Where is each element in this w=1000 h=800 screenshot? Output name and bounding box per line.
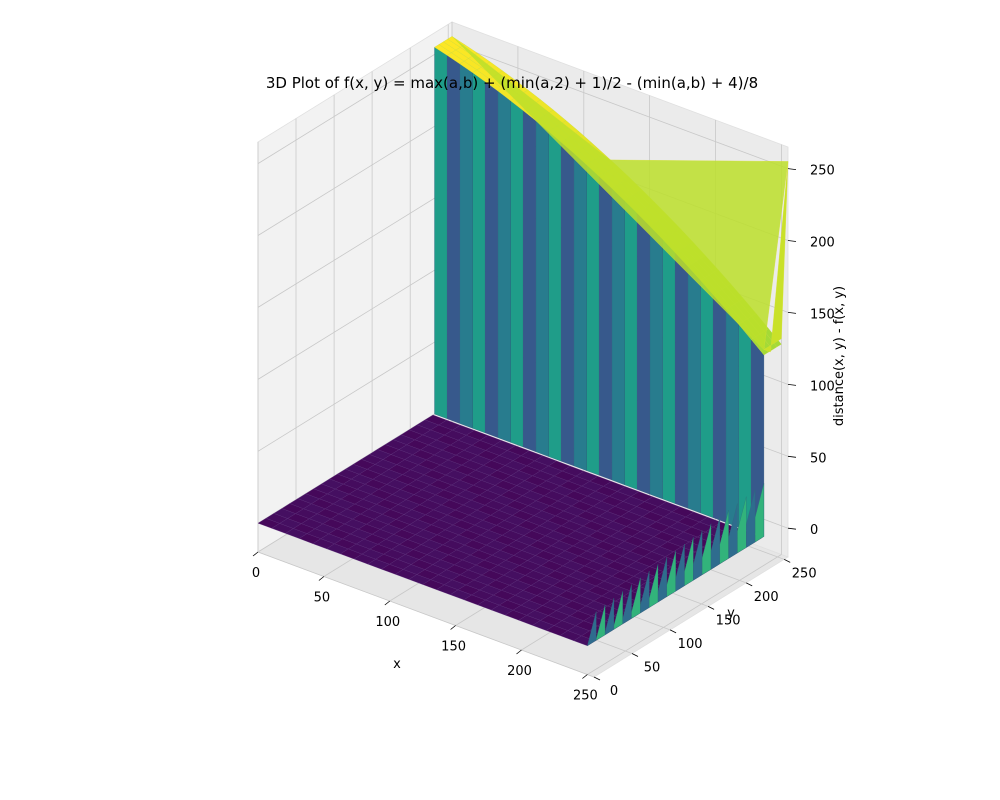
z-tick-mark xyxy=(787,384,797,386)
surface-right-strip xyxy=(657,557,667,603)
surface-wall-strip xyxy=(624,200,638,490)
y-tick-mark xyxy=(784,559,791,563)
surface-right-strip xyxy=(754,483,765,543)
surface-right-strip xyxy=(693,530,703,581)
surface-right-strip xyxy=(684,537,694,586)
surface-wall-strip xyxy=(675,252,689,509)
z-tick-mark xyxy=(787,455,797,458)
surface-wall-strip xyxy=(573,152,587,471)
surface-right-strip xyxy=(604,597,615,636)
surface-wall-strip xyxy=(599,176,613,481)
surface-right-strip xyxy=(746,489,756,548)
surface-wall-strip xyxy=(434,46,448,420)
z-tick-mark xyxy=(787,527,797,530)
surface-right-strip xyxy=(640,570,650,614)
x-tick-mark xyxy=(252,551,259,557)
surface-wall-strip xyxy=(725,308,739,528)
grid-line-x xyxy=(587,554,782,675)
surface-wall-strip xyxy=(637,212,651,495)
grid-line-z xyxy=(257,330,453,452)
z-tick-mark xyxy=(787,240,797,242)
x-tick-label: 200 xyxy=(507,664,532,679)
surface-right-strip xyxy=(613,591,623,630)
surface-right-strip xyxy=(701,523,712,576)
x-tick-label: 250 xyxy=(573,689,598,704)
x-tick-label: 0 xyxy=(252,566,260,581)
grid-line-z xyxy=(257,115,453,236)
surface-wall-strip xyxy=(586,164,600,476)
y-tick-mark xyxy=(593,676,601,681)
surface-wall-strip xyxy=(738,323,752,533)
grid-line-z xyxy=(257,259,453,380)
surface-wall-strip xyxy=(561,141,575,467)
y-axis-label: y xyxy=(727,606,735,621)
surface-wall-strip xyxy=(459,63,473,429)
surface-right-strip xyxy=(719,510,729,565)
surface-top-patch xyxy=(451,36,789,350)
surface-wall-strip xyxy=(611,188,625,486)
surface-right-strip xyxy=(631,577,641,619)
surface-right-strip xyxy=(710,516,720,570)
surface-right-strip xyxy=(596,604,606,641)
surface-wall-strip xyxy=(713,294,727,523)
x-tick-mark xyxy=(582,674,588,679)
surface-wall-strip xyxy=(485,81,499,438)
y-tick-mark xyxy=(746,582,753,587)
surface xyxy=(257,36,789,647)
surface-right-strip xyxy=(666,550,676,597)
y-tick-mark xyxy=(707,606,715,610)
x-tick-mark xyxy=(450,625,456,630)
surface-wall-strip xyxy=(510,100,524,448)
surface-right-strip xyxy=(622,584,632,625)
z-tick-label: 0 xyxy=(810,523,818,538)
x-tick-label: 50 xyxy=(314,591,331,606)
y-tick-label: 200 xyxy=(754,590,779,605)
surface-wall-strip xyxy=(649,225,663,500)
z-tick-mark xyxy=(787,312,797,314)
x-tick-label: 150 xyxy=(441,640,466,655)
surface-wall-strip xyxy=(523,110,537,453)
surface-wall-strip xyxy=(497,90,511,443)
z-tick-label: 250 xyxy=(810,164,835,179)
y-tick-label: 250 xyxy=(792,566,817,581)
x-tick-mark xyxy=(516,649,522,655)
z-tick-label: 200 xyxy=(810,236,835,251)
surface-wall-strip xyxy=(535,120,549,457)
x-tick-mark xyxy=(318,576,325,581)
grid-line-z xyxy=(257,187,453,308)
grid-line-y xyxy=(257,551,595,678)
surface-wall-strip xyxy=(447,55,460,424)
x-tick-mark xyxy=(384,600,391,606)
x-axis-label: x xyxy=(393,657,401,672)
surface-wall-strip xyxy=(472,72,486,434)
surface-right-strip xyxy=(728,503,738,559)
y-tick-label: 0 xyxy=(610,684,618,699)
surface-wall-strip xyxy=(700,280,714,518)
y-tick-label: 100 xyxy=(678,637,703,652)
surface-wall-strip xyxy=(687,266,701,514)
grid-line-z xyxy=(257,43,453,164)
grid-line-z xyxy=(451,43,789,169)
surface-right-strip xyxy=(587,611,597,647)
z-tick-label: 50 xyxy=(810,451,827,466)
surface-right-strip xyxy=(649,564,659,608)
surface-right-strip xyxy=(737,496,747,554)
z-tick-label: 100 xyxy=(810,379,835,394)
z-tick-label: 150 xyxy=(810,307,835,322)
z-axis-label: distance(x, y) - f(x, y) xyxy=(832,286,847,426)
axis-ticks: 0 50 100 150 200 250 0 50 100 150 200 250 0 50 100 150 2… xyxy=(252,164,835,704)
y-tick-mark xyxy=(631,653,639,657)
y-tick-mark xyxy=(669,629,677,634)
chart-title: 3D Plot of f(x, y) = max(a,b) + (min(a,2… xyxy=(266,74,758,92)
surface-wall-strip xyxy=(548,131,562,462)
surface-right-strip xyxy=(675,543,685,592)
y-tick-label: 50 xyxy=(644,661,661,676)
surface-wall-strip xyxy=(662,238,676,504)
z-tick-mark xyxy=(787,168,797,170)
y-tick-label: 150 xyxy=(716,613,741,628)
x-tick-label: 100 xyxy=(375,615,400,630)
